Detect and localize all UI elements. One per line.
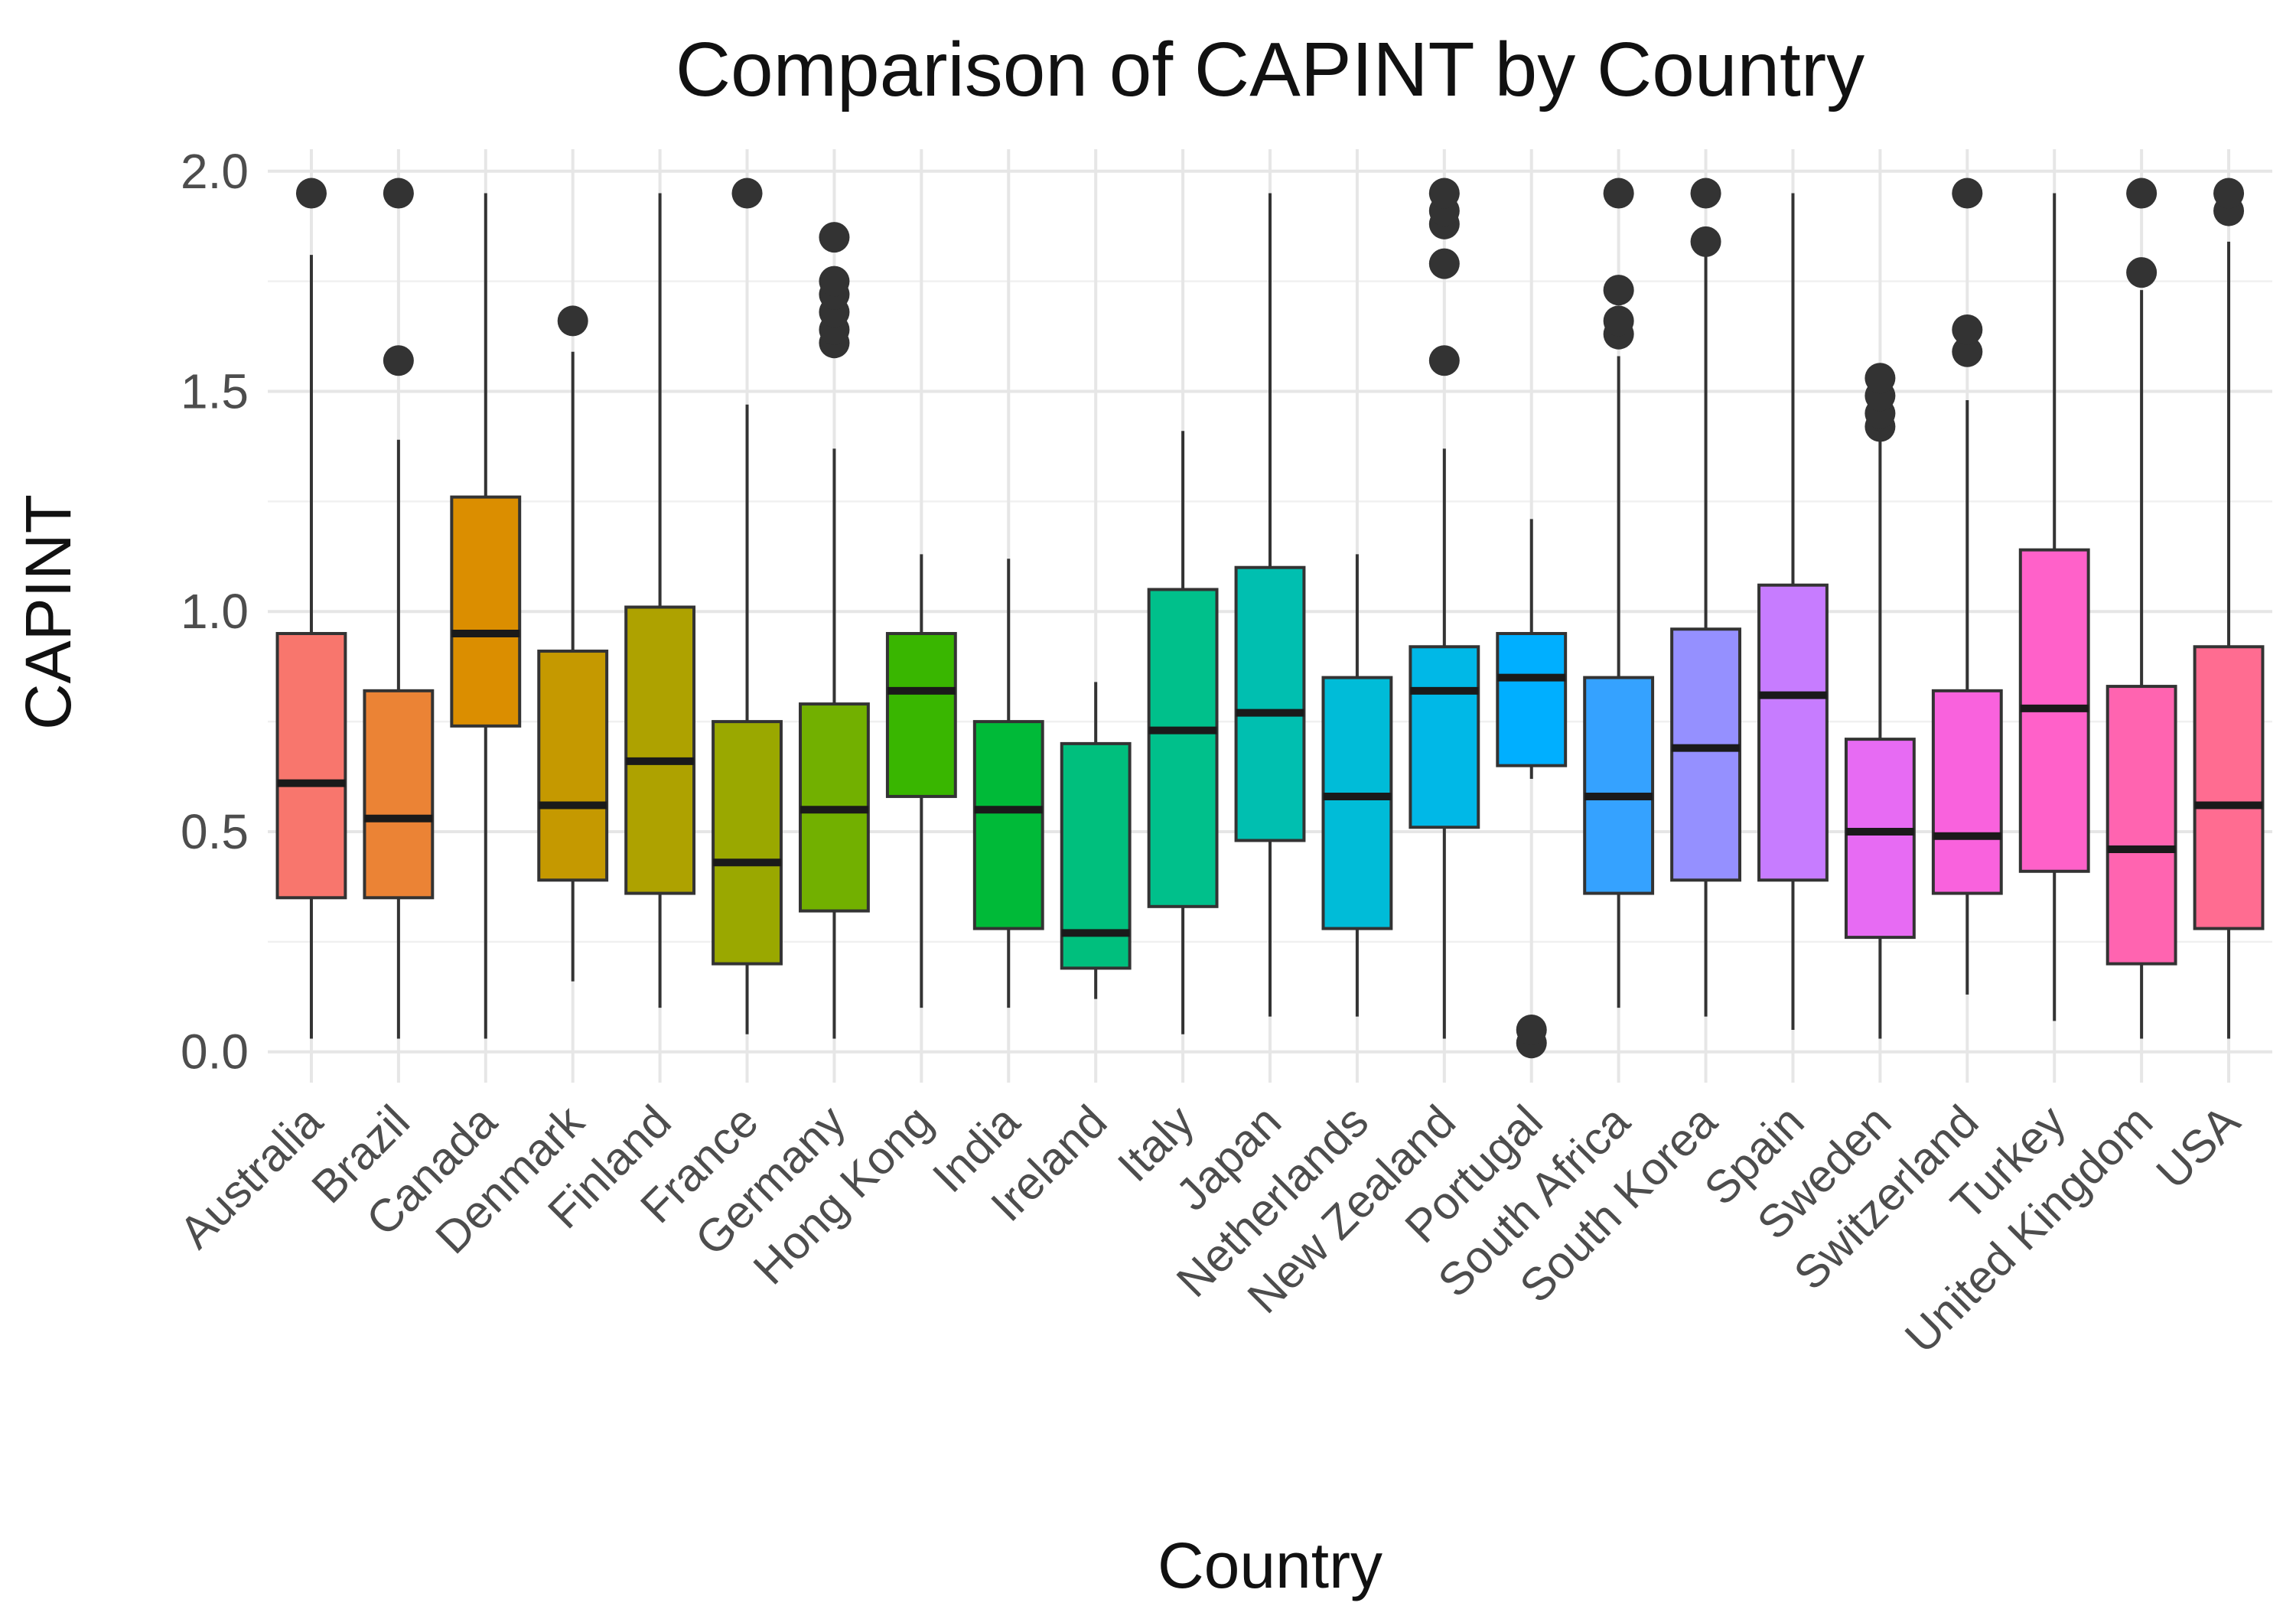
box-ireland [1060,682,1132,999]
outlier-point [731,178,763,209]
box-hong-kong [885,554,957,1008]
box-south-korea [1670,178,1741,1017]
iqr-box [1147,588,1219,908]
box-sweden [1844,363,1916,1039]
iqr-box [275,632,347,900]
outlier-point [1603,275,1634,306]
outlier-point [1428,248,1460,279]
outlier-point [383,345,414,376]
outlier-point [2213,178,2245,209]
box-switzerland [1931,178,2003,995]
box-new-zealand [1409,178,1480,1039]
outlier-point [383,178,414,209]
box-brazil [363,178,435,1039]
outlier-point [1952,336,1983,367]
iqr-box [624,605,696,895]
outlier-point [1603,178,1634,209]
outlier-point [2126,178,2158,209]
iqr-box [363,689,435,900]
box-india [972,559,1044,1008]
iqr-box [1670,627,1741,882]
iqr-box [1496,632,1568,767]
box-germany [799,222,870,1039]
box-turkey [2018,193,2090,1021]
iqr-box [1931,689,2003,895]
outlier-point [819,265,850,297]
outlier-point [1690,226,1721,257]
box-japan [1234,193,1306,1017]
iqr-box [1234,565,1306,842]
outlier-point [1690,178,1721,209]
outlier-point [1864,363,1896,394]
outlier-point [1603,305,1634,337]
box-south-africa [1583,178,1655,1008]
box-canada [450,193,522,1039]
iqr-box [712,720,783,966]
outlier-point [1428,178,1460,209]
iqr-box [972,720,1044,930]
box-italy [1147,431,1219,1034]
box-united-kingdom [2105,178,2177,1039]
box-australia [275,178,347,1039]
y-axis-title: CAPINT [12,494,84,730]
y-tick-label: 0.0 [181,1024,249,1080]
iqr-box [1757,583,1829,882]
outlier-point [819,222,850,253]
iqr-box [1844,738,1916,940]
iqr-box [2193,645,2265,930]
iqr-box [1321,676,1393,930]
iqr-box [2105,685,2177,966]
y-tick-label: 0.5 [181,804,249,859]
outlier-point [2126,257,2158,288]
outlier-point [1516,1014,1547,1045]
box-denmark [537,305,609,982]
y-axis-ticks: 0.0 0.5 1.0 1.5 2.0 [181,144,249,1080]
chart-title: Comparison of CAPINT by Country [676,27,1864,112]
y-tick-label: 1.5 [181,364,249,419]
box-spain [1757,193,1829,1030]
y-tick-label: 1.0 [181,584,249,639]
box-france [712,178,783,1034]
x-axis-tick-labels: AustraliaBrazilCanadaDenmarkFinlandFranc… [170,1095,2250,1363]
x-tick-label: USA [2147,1096,2250,1199]
iqr-box [1583,676,1655,895]
box-portugal [1496,519,1568,1059]
outlier-point [1952,314,1983,345]
y-tick-label: 2.0 [181,144,249,199]
box-series [275,178,2265,1059]
outlier-point [1428,345,1460,376]
x-axis-title: Country [1158,1529,1382,1601]
iqr-box [1409,645,1480,829]
box-netherlands [1321,554,1393,1017]
outlier-point [557,305,588,337]
iqr-box [885,632,957,798]
box-finland [624,193,696,1008]
iqr-box [450,495,522,728]
box-usa [2193,178,2265,1039]
outlier-point [1952,178,1983,209]
outlier-point [295,178,327,209]
iqr-box [537,650,609,882]
